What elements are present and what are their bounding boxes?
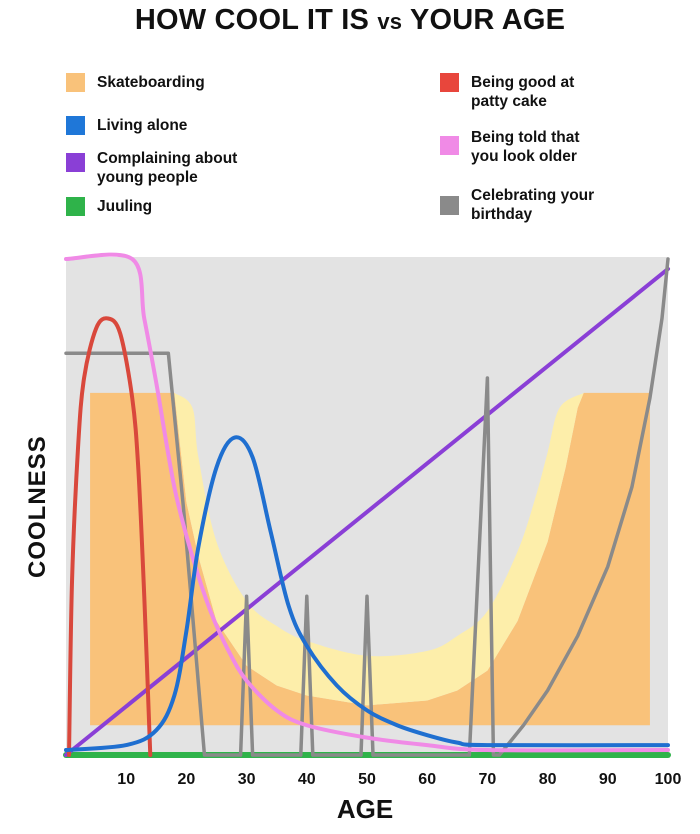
legend-item-patty-cake: Being good at patty cake [440, 73, 606, 111]
legend-item-juuling: Juuling [66, 197, 287, 216]
legend-swatch [66, 197, 85, 216]
title-part-1: HOW COOL IT IS [134, 4, 378, 36]
title-part-2: YOUR AGE [402, 4, 566, 36]
chart-title: HOW COOL IT IS vs YOUR AGE [0, 4, 700, 37]
x-tick-label: 100 [655, 771, 682, 788]
x-tick-label: 70 [479, 771, 497, 788]
legend-swatch [66, 153, 85, 172]
legend-swatch [66, 116, 85, 135]
legend-item-birthday: Celebrating your birthday [440, 186, 631, 224]
skateboarding-ramp-band [174, 392, 584, 706]
legend-item-skateboarding: Skateboarding [66, 73, 287, 92]
living-alone-line [64, 435, 670, 753]
x-tick-label: 20 [178, 771, 196, 788]
legend-label: Being good at patty cake [471, 74, 575, 110]
celebrating-your-birthday-line [64, 257, 670, 757]
being-good-at-patty-cake-line [67, 316, 153, 757]
x-tick-label: 60 [418, 771, 436, 788]
legend-item-look-older: Being told that you look older [440, 128, 611, 166]
legend-swatch [440, 73, 459, 92]
x-tick-label: 40 [298, 771, 316, 788]
legend-label: Being told that you look older [471, 129, 580, 165]
legend-swatch [440, 136, 459, 155]
skateboarding-area [90, 392, 650, 726]
legend-label: Celebrating your birthday [471, 187, 595, 223]
legend-label: Complaining about young people [97, 150, 238, 186]
legend-swatch [440, 196, 459, 215]
x-tick-label: 10 [117, 771, 135, 788]
legend-item-complaining: Complaining about young people [66, 149, 277, 187]
complaining-about-young-people-line [64, 266, 670, 757]
x-tick-label: 30 [238, 771, 256, 788]
x-tick-label: 80 [539, 771, 557, 788]
legend-item-living-alone: Living alone [66, 116, 287, 135]
legend-label: Juuling [97, 198, 153, 215]
x-tick-label: 50 [358, 771, 376, 788]
legend-label: Living alone [97, 117, 188, 134]
title-vs: vs [377, 9, 403, 34]
y-axis-label: COOLNESS [24, 435, 51, 578]
x-tick-label: 90 [599, 771, 617, 788]
x-axis-label: AGE [336, 794, 394, 824]
being-told-that-you-look-older-line [64, 252, 670, 753]
legend-swatch [66, 73, 85, 92]
legend-label: Skateboarding [97, 74, 205, 91]
